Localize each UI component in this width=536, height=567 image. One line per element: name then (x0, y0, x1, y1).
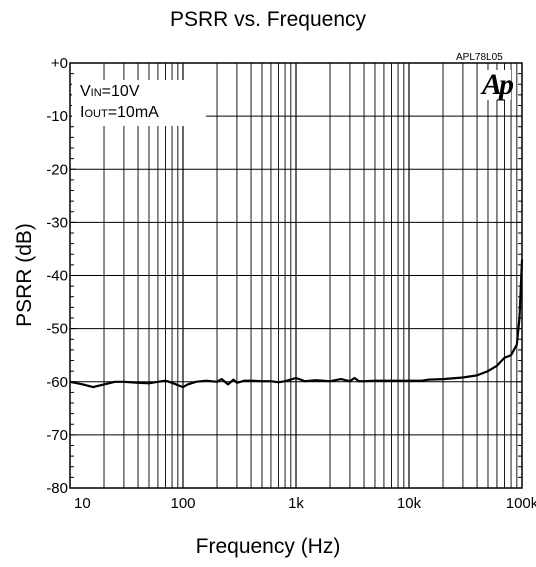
x-tick-label: 1k (288, 495, 304, 512)
vin-condition: VIN=10V (80, 82, 200, 103)
y-tick-label: -70 (46, 427, 68, 444)
y-tick-label: +0 (51, 55, 68, 72)
x-tick-label: 100 (170, 495, 195, 512)
y-tick-label: -10 (46, 108, 68, 125)
y-tick-label: -60 (46, 374, 68, 391)
y-tick-label: -30 (46, 214, 68, 231)
y-tick-label: -20 (46, 161, 68, 178)
y-tick-label: -40 (46, 268, 68, 285)
y-tick-label: -50 (46, 321, 68, 338)
x-tick-label: 10k (397, 495, 422, 512)
part-code: APL78L05 (456, 52, 503, 63)
iout-condition: IOUT=10mA (80, 103, 200, 124)
x-axis-label: Frequency (Hz) (0, 535, 536, 559)
y-tick-label: -80 (46, 480, 68, 497)
x-tick-label: 10 (74, 495, 91, 512)
x-tick-label: 100k (506, 495, 536, 512)
y-axis-label: PSRR (dB) (13, 171, 37, 275)
conditions-box: VIN=10V IOUT=10mA (72, 80, 206, 126)
grid (70, 63, 522, 488)
ap-logo: Ap (482, 70, 511, 100)
x-ticks: 10 100 1k 10k 100k (74, 495, 536, 512)
